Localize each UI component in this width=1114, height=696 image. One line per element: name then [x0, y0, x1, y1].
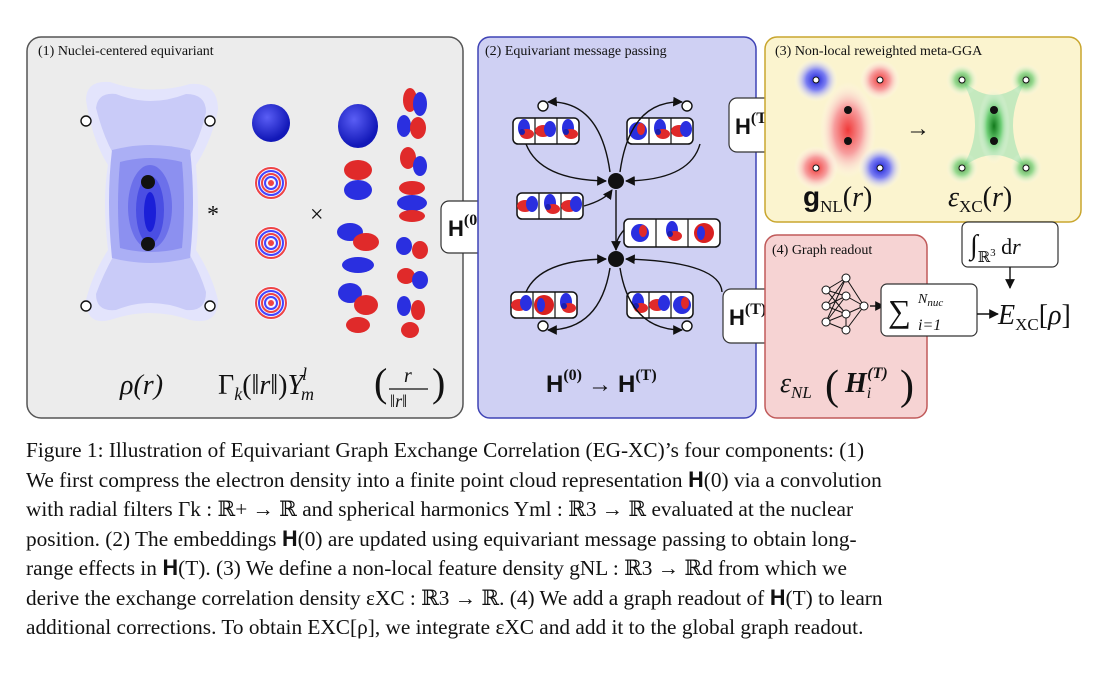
node-feature-cards — [510, 117, 721, 319]
panel-4-title: (4) Graph readout — [772, 243, 872, 258]
caption-line-1: Figure 1: Illustration of Equivariant Gr… — [26, 438, 865, 462]
product-operator: × — [310, 202, 324, 228]
caption-line-7: additional corrections. To obtain EXC[ρ]… — [26, 615, 864, 639]
caption-line-3: with radial filters Γk : ℝ+ → ℝ and sphe… — [26, 497, 854, 521]
convolution-operator: * — [207, 202, 219, 228]
gnl-label: gNL(r) — [803, 181, 872, 216]
figure-caption: Figure 1: Illustration of Equivariant Gr… — [26, 436, 1088, 643]
sum-box: ∑ Nnuc i=1 — [880, 283, 999, 337]
panel-graph-readout: (4) Graph readout εNL ( Hi(T) ) — [764, 234, 928, 419]
radial-harmonic-label: Γk(‖r‖)Yml ( r ‖r‖ ) — [218, 360, 445, 411]
electron-density-plot — [80, 81, 218, 322]
exc-density-plot — [946, 64, 1042, 184]
exc-label: εXC(r) — [948, 182, 1012, 216]
panel-nuclei-centered: (1) Nuclei-centered equivariant * × — [26, 36, 464, 419]
caption-line-5: range effects in 𝐇(T). (3) We define a n… — [26, 556, 847, 580]
radial-filters — [252, 104, 290, 321]
panel-message-passing: (2) Equivariant message passing — [477, 36, 757, 419]
transform-arrow: → — [906, 116, 930, 142]
exc-total-label: EXC[ρ] — [997, 300, 1071, 334]
svg-text:r: r — [404, 365, 412, 387]
figure-1: (1) Nuclei-centered equivariant * × — [26, 36, 1082, 419]
panel-1-title: (1) Nuclei-centered equivariant — [38, 44, 214, 59]
panel-meta-gga: (3) Non-local reweighted meta-GGA → — [764, 36, 1082, 223]
neural-network-icon — [821, 273, 869, 335]
spherical-harmonics — [337, 88, 428, 338]
panel-2-title: (2) Equivariant message passing — [485, 44, 667, 59]
svg-text:): ) — [900, 363, 914, 409]
svg-text:(: ( — [825, 363, 839, 409]
svg-text:i=1: i=1 — [918, 317, 941, 334]
panel-3-title: (3) Non-local reweighted meta-GGA — [775, 44, 983, 59]
svg-text:(: ( — [374, 360, 387, 405]
caption-line-4: position. (2) The embeddings 𝐇(0) are up… — [26, 526, 857, 551]
caption-line-2: We first compress the electron density i… — [26, 467, 882, 492]
rho-label: ρ(r) — [119, 370, 163, 401]
integral-box: ∫ℝ3 dr — [961, 221, 1059, 289]
svg-text:‖r‖: ‖r‖ — [390, 391, 407, 411]
gnl-density-plot — [794, 58, 902, 190]
message-arrows — [525, 96, 723, 335]
svg-text:Γk(‖r‖)Yml: Γk(‖r‖)Yml — [218, 364, 314, 404]
svg-text:∑: ∑ — [888, 293, 911, 329]
svg-text:Nnuc: Nnuc — [917, 292, 943, 309]
svg-text:): ) — [432, 360, 445, 405]
caption-line-6: derive the exchange correlation density … — [26, 585, 883, 610]
